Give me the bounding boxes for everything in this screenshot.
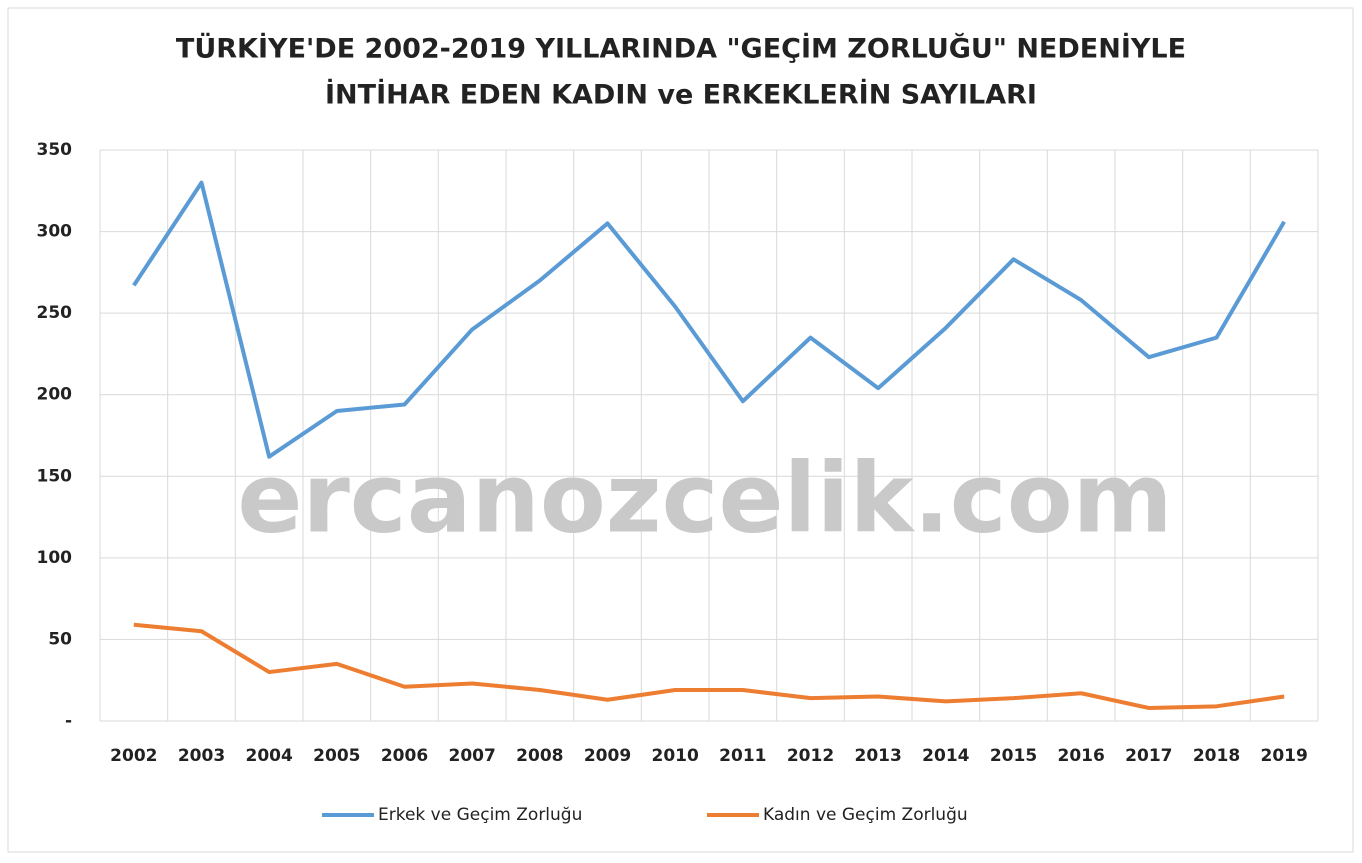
- x-tick-label: 2003: [178, 746, 225, 766]
- y-tick-label: -: [65, 711, 72, 731]
- x-tick-label: 2004: [246, 746, 293, 766]
- watermark: ercanozcelik.com: [237, 442, 1172, 554]
- x-tick-label: 2018: [1193, 746, 1240, 766]
- chart-title: İNTİHAR EDEN KADIN ve ERKEKLERİN SAYILAR…: [325, 79, 1037, 111]
- y-tick-label: 100: [37, 548, 73, 568]
- x-tick-label: 2010: [652, 746, 699, 766]
- y-tick-label: 200: [37, 385, 73, 405]
- y-tick-label: 300: [37, 222, 73, 242]
- x-tick-label: 2012: [787, 746, 834, 766]
- x-tick-label: 2008: [516, 746, 563, 766]
- x-tick-label: 2019: [1261, 746, 1308, 766]
- x-tick-label: 2006: [381, 746, 428, 766]
- x-tick-label: 2009: [584, 746, 631, 766]
- x-tick-label: 2016: [1058, 746, 1105, 766]
- x-tick-label: 2002: [110, 746, 157, 766]
- y-tick-label: 350: [37, 140, 73, 160]
- series-line: [133, 622, 1285, 710]
- x-tick-label: 2015: [990, 746, 1037, 766]
- x-tick-label: 2013: [855, 746, 902, 766]
- legend-label: Kadın ve Geçim Zorluğu: [763, 805, 968, 825]
- x-tick-label: 2011: [719, 746, 766, 766]
- x-tick-label: 2014: [922, 746, 969, 766]
- chart-title: TÜRKİYE'DE 2002-2019 YILLARINDA "GEÇİM Z…: [176, 32, 1186, 65]
- legend-label: Erkek ve Geçim Zorluğu: [378, 805, 582, 825]
- y-tick-label: 250: [37, 303, 73, 323]
- x-tick-label: 2017: [1125, 746, 1172, 766]
- series-line: [132, 180, 1286, 459]
- x-tick-label: 2005: [313, 746, 360, 766]
- chart-frame: [7, 7, 1354, 853]
- y-tick-label: 50: [48, 629, 72, 649]
- y-tick-label: 150: [37, 466, 73, 486]
- x-tick-label: 2007: [449, 746, 496, 766]
